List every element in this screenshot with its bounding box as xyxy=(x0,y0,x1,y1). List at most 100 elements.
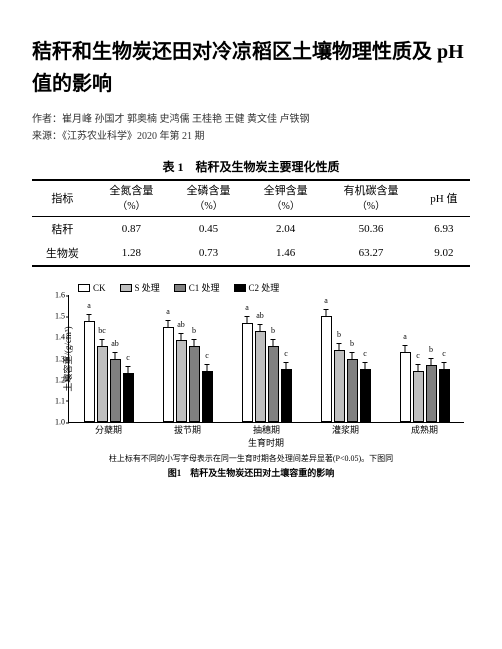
y-tick: 1.4 xyxy=(45,333,65,342)
sig-letter: b xyxy=(350,340,354,348)
bar: c xyxy=(281,369,292,422)
table-cell: 生物炭 xyxy=(32,241,93,266)
bar: ab xyxy=(176,340,187,423)
sig-letter: a xyxy=(166,308,170,316)
y-tick: 1.5 xyxy=(45,312,65,321)
bar-group: abbc灌浆期 xyxy=(306,295,385,422)
error-bar xyxy=(247,316,248,324)
bar: c xyxy=(123,373,134,422)
bar: a xyxy=(163,327,174,422)
table-cell: 0.73 xyxy=(170,241,247,266)
sig-letter: a xyxy=(87,302,91,310)
y-tick: 1.0 xyxy=(45,418,65,427)
table-header-cell: 全氮含量（%） xyxy=(93,180,170,217)
table-cell: 0.87 xyxy=(93,217,170,242)
y-tick: 1.1 xyxy=(45,396,65,405)
error-bar xyxy=(168,320,169,328)
sig-letter: a xyxy=(324,297,328,305)
legend-swatch xyxy=(174,284,186,292)
table-header-row: 指标全氮含量（%）全磷含量（%）全钾含量（%）有机碳含量（%）pH 值 xyxy=(32,180,470,217)
figure-1: CKS 处理C1 处理C2 处理 土壤容重/(g/cm³) abcabc分蘖期a… xyxy=(32,281,470,451)
bar: b xyxy=(334,350,345,422)
error-bar xyxy=(405,345,406,353)
x-axis-label: 生育时期 xyxy=(68,436,464,449)
legend-swatch xyxy=(78,284,90,292)
bar: ab xyxy=(110,359,121,423)
table-header-cell: 有机碳含量（%） xyxy=(324,180,417,217)
error-bar xyxy=(128,366,129,374)
bar: c xyxy=(413,371,424,422)
error-bar xyxy=(102,339,103,347)
table-cell: 50.36 xyxy=(324,217,417,242)
error-bar xyxy=(352,352,353,360)
x-tick-label: 成熟期 xyxy=(385,423,464,436)
legend-swatch xyxy=(234,284,246,292)
error-bar xyxy=(326,309,327,317)
bar-group: abcabc分蘖期 xyxy=(69,295,148,422)
error-bar xyxy=(286,362,287,370)
table-title: 表 1 秸秆及生物炭主要理化性质 xyxy=(32,158,470,175)
error-bar xyxy=(260,324,261,332)
error-bar xyxy=(273,339,274,347)
bar: c xyxy=(202,371,213,422)
bar: c xyxy=(439,369,450,422)
legend-label: C1 处理 xyxy=(189,281,220,294)
legend-label: S 处理 xyxy=(135,281,160,294)
table-header-cell: 全钾含量（%） xyxy=(247,180,324,217)
legend-item: C2 处理 xyxy=(234,281,280,294)
bar: b xyxy=(268,346,279,422)
error-bar xyxy=(181,333,182,341)
table-cell: 秸秆 xyxy=(32,217,93,242)
bar-group: aabbc抽穗期 xyxy=(227,295,306,422)
bar-group: aabbc拔节期 xyxy=(148,295,227,422)
sig-letter: ab xyxy=(256,312,264,320)
table-1: 表 1 秸秆及生物炭主要理化性质 指标全氮含量（%）全磷含量（%）全钾含量（%）… xyxy=(32,158,470,267)
x-tick-label: 分蘖期 xyxy=(69,423,148,436)
sig-letter: a xyxy=(403,333,407,341)
sig-letter: c xyxy=(284,350,288,358)
error-bar xyxy=(444,362,445,370)
authors-line: 作者：崔月峰 孙国才 郭奥楠 史鸿儒 王桂艳 王健 黄文佳 卢铁钢 xyxy=(32,110,470,125)
table-header-cell: pH 值 xyxy=(418,180,470,217)
table-header-cell: 指标 xyxy=(32,180,93,217)
bar-group: acbc成熟期 xyxy=(385,295,464,422)
y-tick: 1.2 xyxy=(45,375,65,384)
error-bar xyxy=(365,362,366,370)
chart-note: 柱上标有不同的小写字母表示在同一生育时期各处理间差异显著(P<0.05)。下图同 xyxy=(32,453,470,464)
legend-label: CK xyxy=(93,283,106,293)
bar: a xyxy=(84,321,95,423)
authors-label: 作者： xyxy=(32,114,62,125)
authors: 崔月峰 孙国才 郭奥楠 史鸿儒 王桂艳 王健 黄文佳 卢铁钢 xyxy=(62,114,310,125)
table-cell: 0.45 xyxy=(170,217,247,242)
table-row: 秸秆0.870.452.0450.366.93 xyxy=(32,217,470,242)
chart-plot: 土壤容重/(g/cm³) abcabc分蘖期aabbc拔节期aabbc抽穗期ab… xyxy=(68,295,464,423)
error-bar xyxy=(115,352,116,360)
legend-item: S 处理 xyxy=(120,281,160,294)
bar: c xyxy=(360,369,371,422)
bar: ab xyxy=(255,331,266,422)
bar: bc xyxy=(97,346,108,422)
error-bar xyxy=(207,364,208,372)
sig-letter: b xyxy=(337,331,341,339)
x-tick-label: 灌浆期 xyxy=(306,423,385,436)
sig-letter: b xyxy=(429,346,433,354)
sig-letter: c xyxy=(363,350,367,358)
sig-letter: b xyxy=(192,327,196,335)
y-tick: 1.3 xyxy=(45,354,65,363)
table-row: 生物炭1.280.731.4663.279.02 xyxy=(32,241,470,266)
bar: b xyxy=(189,346,200,422)
sig-letter: c xyxy=(205,352,209,360)
table-cell: 2.04 xyxy=(247,217,324,242)
sig-letter: a xyxy=(245,304,249,312)
chart-caption: 图1 秸秆及生物炭还田对土壤容重的影响 xyxy=(32,466,470,479)
sig-letter: bc xyxy=(98,327,106,335)
error-bar xyxy=(418,364,419,372)
table-cell: 1.46 xyxy=(247,241,324,266)
legend-label: C2 处理 xyxy=(249,281,280,294)
bar: a xyxy=(321,316,332,422)
table-cell: 63.27 xyxy=(324,241,417,266)
source-label: 来源： xyxy=(32,131,62,142)
page-title: 秸秆和生物炭还田对冷凉稻区土壤物理性质及 pH 值的影响 xyxy=(32,36,470,100)
legend-item: C1 处理 xyxy=(174,281,220,294)
table-cell: 9.02 xyxy=(418,241,470,266)
